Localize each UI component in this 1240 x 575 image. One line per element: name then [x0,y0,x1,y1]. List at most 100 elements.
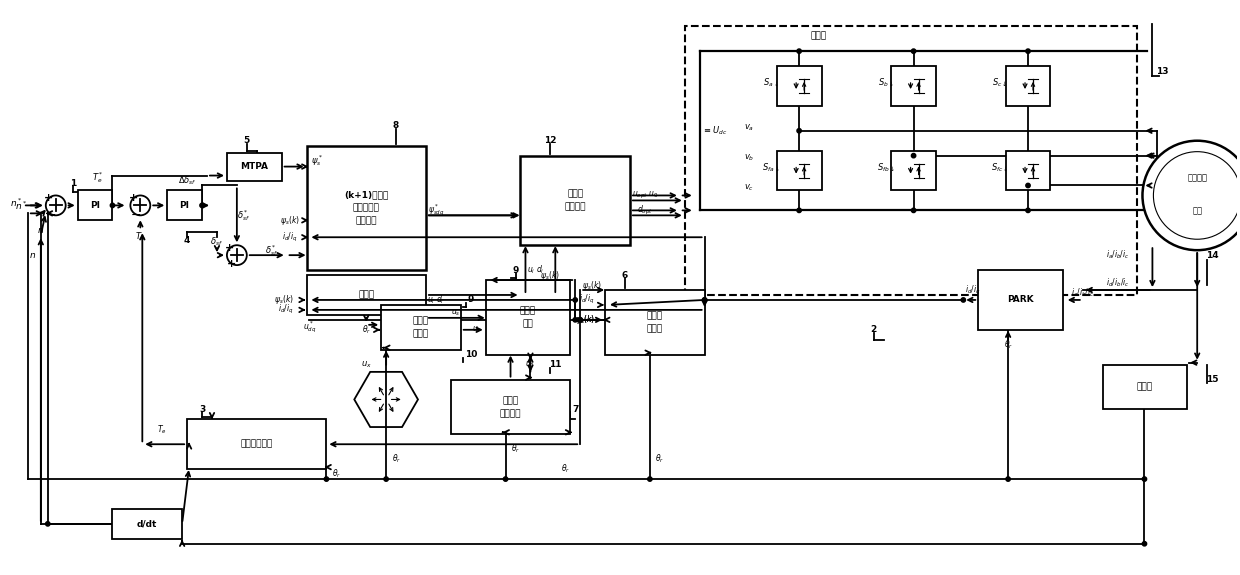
Text: $u_x$: $u_x$ [361,359,372,370]
Text: 9: 9 [512,266,518,275]
Text: 计算模块: 计算模块 [500,409,521,418]
Bar [684,26,1137,295]
Text: $T_e$: $T_e$ [157,423,167,435]
Text: $n^*$: $n^*$ [15,199,27,212]
Circle shape [578,317,583,322]
Text: MTPA: MTPA [241,162,268,171]
Text: $\psi_s(k)$: $\psi_s(k)$ [583,278,603,292]
Bar [1006,66,1050,106]
Bar [167,190,202,220]
Text: 10: 10 [465,350,477,359]
Text: $\psi_s(k)$: $\psi_s(k)$ [274,293,294,306]
Text: $\psi_s(k)$: $\psi_s(k)$ [280,214,300,227]
Text: $\Delta\delta_{sf}$: $\Delta\delta_{sf}$ [177,174,196,187]
Text: $i_d/i_q$: $i_d/i_q$ [281,231,298,244]
Text: 参考计算: 参考计算 [356,216,377,225]
Text: $n$: $n$ [37,226,45,235]
Text: $\psi_{sdq}^*$: $\psi_{sdq}^*$ [428,202,444,218]
Text: 6: 6 [621,271,629,279]
Bar [605,290,704,355]
Circle shape [46,196,66,216]
Text: $\theta_r$: $\theta_r$ [332,468,341,480]
Text: $\theta_r$: $\theta_r$ [560,463,570,476]
Text: PARK: PARK [1007,296,1034,304]
Text: 无差拍: 无差拍 [358,290,374,300]
Circle shape [961,298,966,302]
Text: 7: 7 [572,405,578,414]
Circle shape [911,49,916,53]
Text: $v_a$: $v_a$ [744,122,754,133]
Text: $S_{c\downarrow}$: $S_{c\downarrow}$ [992,76,1008,89]
Text: 负载角: 负载角 [502,396,518,405]
Text: $i_a/i_b/i_c$: $i_a/i_b/i_c$ [1071,287,1095,299]
Text: $v_c$: $v_c$ [744,182,754,193]
Text: $u_0$: $u_0$ [526,359,536,370]
Text: $v_b$: $v_b$ [744,152,755,163]
Text: $u_{opt}\ u_0$: $u_{opt}\ u_0$ [631,190,658,201]
Bar [486,280,570,355]
Circle shape [1025,49,1030,53]
Circle shape [1025,183,1030,187]
Text: 占空比: 占空比 [520,306,536,315]
Circle shape [911,208,916,213]
Bar [451,380,570,434]
Bar [776,66,822,106]
Text: $S_{fa\downarrow}$: $S_{fa\downarrow}$ [763,162,780,174]
Text: $\psi_s(k)$: $\psi_s(k)$ [541,269,560,282]
Text: $u_i\ d_i$: $u_i\ d_i$ [428,294,445,306]
Text: 逆变器: 逆变器 [811,32,827,41]
Text: 量筛选: 量筛选 [413,329,429,338]
Text: 9: 9 [467,296,474,304]
Text: $i_d/i_q$: $i_d/i_q$ [579,293,595,306]
Bar [78,190,113,220]
Text: 11: 11 [549,360,562,369]
Text: $S_{b\downarrow}$: $S_{b\downarrow}$ [878,76,894,89]
Circle shape [200,203,205,208]
Text: $S_{fb\downarrow}$: $S_{fb\downarrow}$ [877,162,895,174]
Text: $T_e$: $T_e$ [135,231,145,243]
Text: 电机: 电机 [1192,206,1203,215]
Text: $\equiv U_{dc}$: $\equiv U_{dc}$ [702,125,727,137]
Circle shape [1142,141,1240,250]
Circle shape [797,129,801,133]
Text: $\theta_r$: $\theta_r$ [362,324,371,336]
Circle shape [1025,208,1030,213]
Bar [978,270,1063,330]
Text: $u_i\ d_i$: $u_i\ d_i$ [527,264,544,277]
Text: 14: 14 [1205,251,1219,260]
Circle shape [797,49,801,53]
Text: 15: 15 [1205,375,1219,384]
Text: 2: 2 [870,325,877,334]
Text: (k+1)时刻定: (k+1)时刻定 [345,190,388,200]
Text: $i_d/i_q$: $i_d/i_q$ [966,283,981,297]
Text: 计算: 计算 [522,319,533,328]
Text: $u_i$: $u_i$ [471,324,480,335]
Text: $\psi_s(k)$: $\psi_s(k)$ [575,313,595,327]
Circle shape [1142,477,1147,481]
Bar [521,156,630,245]
Circle shape [1153,152,1240,239]
Bar [1102,365,1187,409]
Text: $i_a/i_b/i_c$: $i_a/i_b/i_c$ [1106,249,1130,262]
Text: $-$: $-$ [45,208,56,221]
Text: $i_d/i_q$: $i_d/i_q$ [278,304,294,316]
Bar [187,419,326,469]
Text: +: + [227,259,237,269]
Text: 计模块: 计模块 [647,324,663,333]
Text: 1: 1 [69,179,76,188]
Text: $\delta_{sf}^*$: $\delta_{sf}^*$ [265,243,278,258]
Text: 电压矢: 电压矢 [413,316,429,325]
Text: 子磁链矢量: 子磁链矢量 [353,204,379,212]
Text: 12: 12 [544,136,557,145]
Circle shape [1006,477,1011,481]
Circle shape [647,477,652,481]
Circle shape [46,522,50,526]
Bar [776,151,822,190]
Circle shape [503,477,507,481]
Circle shape [110,203,114,208]
Text: 4: 4 [184,236,190,245]
Text: $-$: $-$ [130,208,141,221]
Text: 转矩估计模块: 转矩估计模块 [241,440,273,448]
Circle shape [573,298,578,302]
Text: $n$: $n$ [30,251,36,260]
